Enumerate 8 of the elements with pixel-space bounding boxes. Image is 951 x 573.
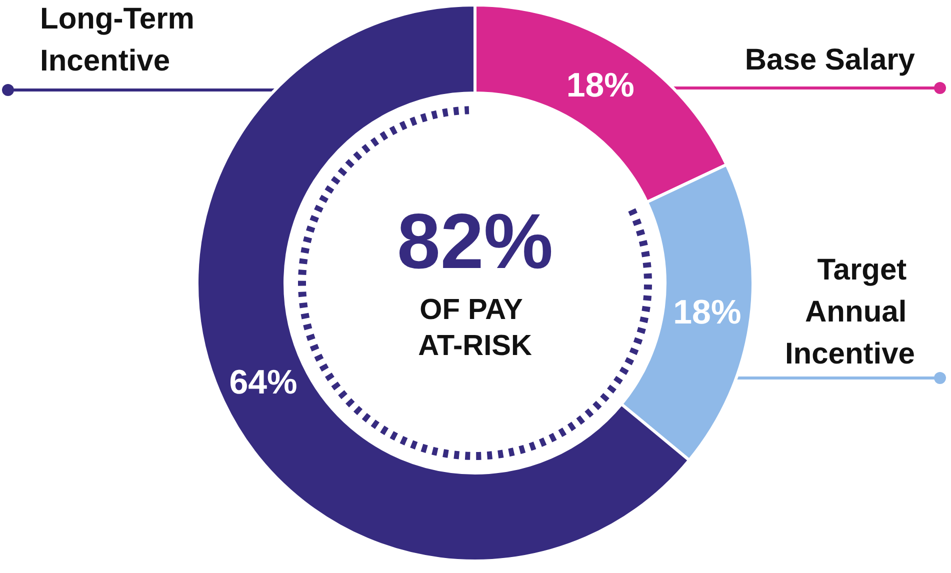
- data-label: 64%: [229, 364, 298, 402]
- slice-label: Long-Term Incentive: [40, 2, 203, 78]
- slice-label: Base Salary: [744, 44, 916, 76]
- text: OF PAY AT-RISK: [418, 294, 532, 362]
- text: 82%: [396, 197, 554, 285]
- slice-label: Target Annual Incentive: [784, 254, 915, 370]
- data-label: 18%: [673, 293, 742, 332]
- data-label: 18%: [566, 66, 634, 104]
